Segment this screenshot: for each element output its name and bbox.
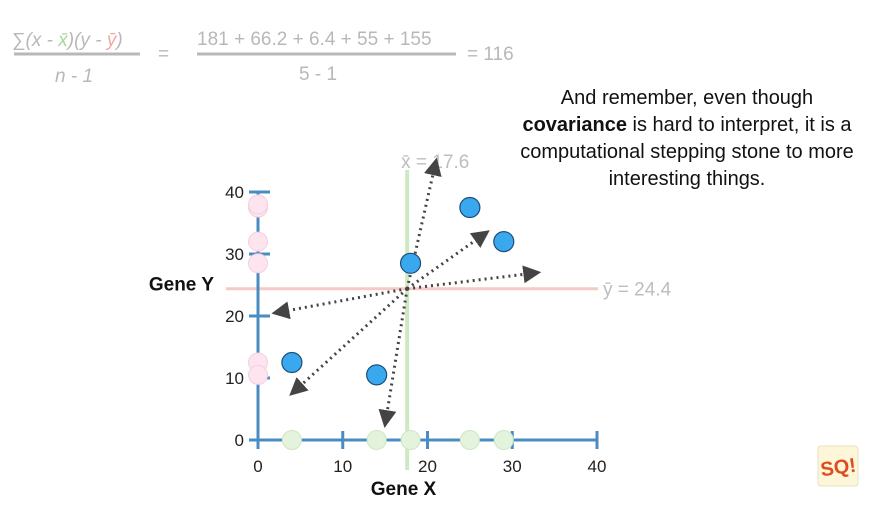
- covariance-formula: ∑(x - x̄)(y - ȳ) n - 1 = 181 + 66.2 + 6.…: [12, 29, 514, 87]
- dotted-arrow: [289, 287, 409, 396]
- dotted-arrow: [378, 288, 409, 429]
- formula-sum-symbol: ∑: [12, 30, 26, 51]
- annotation-text: And remember, even though covariance is …: [512, 85, 862, 193]
- formula-equals: =: [158, 44, 169, 65]
- x-mean-label: x̄ = 17.6: [401, 152, 469, 173]
- formula-mid-part: )(y -: [66, 30, 107, 51]
- y-tick-label: 40: [225, 183, 244, 202]
- formula-end-part: ): [114, 30, 122, 51]
- y-projection-point: [248, 231, 268, 252]
- annotation-bold-covariance: covariance: [522, 114, 627, 136]
- y-tick-label: 30: [225, 245, 244, 264]
- data-point: [281, 351, 303, 374]
- statquest-logo: SQ!: [817, 445, 859, 487]
- y-tick-label: 10: [225, 369, 244, 388]
- formula-calc-numerator: 181 + 66.2 + 6.4 + 55 + 155: [197, 29, 432, 50]
- logo-background: [817, 445, 859, 487]
- x-tick-label: 20: [418, 457, 437, 476]
- svg-text:∑(x - x̄)(y - ȳ): ∑(x - x̄)(y - ȳ): [12, 30, 123, 51]
- x-tick-label: 10: [333, 457, 352, 476]
- x-projection-point: [493, 430, 514, 450]
- data-point: [493, 231, 515, 253]
- dotted-arrow: [405, 157, 442, 290]
- dotted-arrow: [406, 230, 490, 290]
- y-tick-label: 0: [235, 431, 244, 450]
- dotted-arrow: [271, 287, 408, 320]
- dotted-arrow: [406, 265, 542, 291]
- x-projection-point: [459, 430, 480, 450]
- formula-ybar: ȳ: [105, 30, 118, 51]
- y-projection-point: [248, 364, 268, 385]
- annotation-part2: is hard to interpret, it is a computatio…: [520, 114, 854, 190]
- y-tick-label: 20: [225, 307, 244, 326]
- x-tick-label: 40: [588, 457, 607, 476]
- scatter-chart: x̄ = 17.6 ȳ = 24.4 0 10 20 30 40 0 10 20 30 40 Gene …: [149, 152, 672, 500]
- y-projection-point: [248, 253, 268, 274]
- y-projection-point: [248, 194, 268, 215]
- logo-text: SQ!: [819, 455, 857, 482]
- annotation-part1: And remember, even though: [560, 87, 814, 109]
- x-tick-label: 30: [503, 457, 522, 476]
- formula-x-part: (x -: [26, 30, 59, 51]
- formula-result: = 116: [467, 44, 514, 65]
- x-tick-label: 0: [253, 457, 262, 476]
- x-projection-point: [281, 430, 302, 450]
- formula-xbar: x̄: [57, 30, 69, 51]
- formula-calc-denominator: 5 - 1: [299, 64, 337, 85]
- x-projection-point: [400, 430, 421, 450]
- data-point: [399, 252, 422, 274]
- y-mean-label: ȳ = 24.4: [603, 280, 672, 301]
- formula-denominator: n - 1: [55, 66, 93, 87]
- x-axis-title: Gene X: [371, 479, 437, 500]
- data-point: [366, 364, 388, 386]
- x-projection-point: [366, 430, 387, 450]
- y-axis-title: Gene Y: [149, 275, 214, 296]
- data-point: [459, 196, 481, 219]
